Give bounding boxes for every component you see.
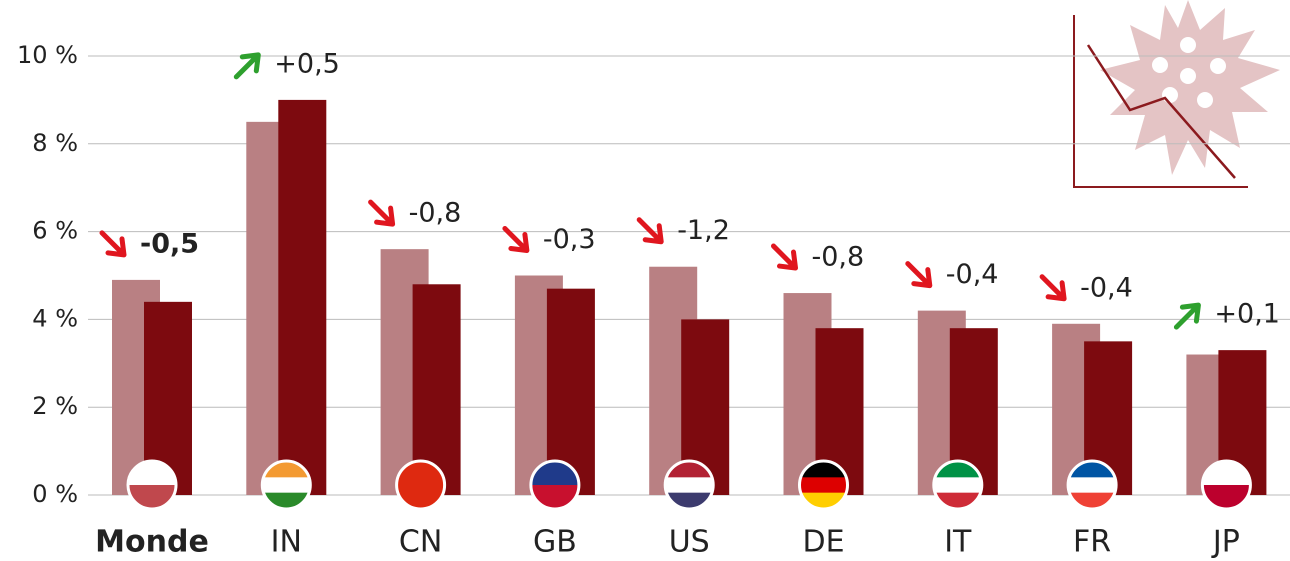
flag-icon xyxy=(800,461,848,509)
change-label: -1,2 xyxy=(677,215,730,246)
flag-icon xyxy=(531,461,579,509)
change-label: +0,5 xyxy=(274,48,340,79)
y-tick-label: 10 % xyxy=(17,41,78,69)
flag-stripe xyxy=(1069,477,1115,493)
x-tick-label: IT xyxy=(944,525,972,560)
flag-stripe xyxy=(935,493,981,509)
change-label: -0,8 xyxy=(812,242,865,273)
x-tick-label: CN xyxy=(399,525,442,560)
flag-icon xyxy=(1068,461,1116,509)
change-label: -0,3 xyxy=(543,224,596,255)
change-label: +0,1 xyxy=(1214,299,1280,330)
y-tick-label: 8 % xyxy=(32,129,78,157)
flag-stripe xyxy=(935,477,981,493)
x-tick-label: GB xyxy=(533,525,577,560)
change-label: -0,4 xyxy=(1080,272,1133,303)
flag-icon xyxy=(934,461,982,509)
flag-icon xyxy=(128,461,176,509)
flag-stripe xyxy=(129,485,175,509)
flag-stripe xyxy=(532,485,578,509)
flag-stripe xyxy=(263,493,309,509)
flag-stripe xyxy=(666,477,712,493)
change-arrow xyxy=(371,202,393,224)
chart: 0 % 2 % 4 % 6 % 8 % 10 % Monde -0,5 IN +0,5 CN -0,8… xyxy=(0,0,1290,561)
change-arrow xyxy=(908,264,930,286)
virus-icon xyxy=(1074,0,1280,187)
flag-icon xyxy=(397,461,445,509)
flag-icon xyxy=(665,461,713,509)
flag-stripe xyxy=(801,477,847,493)
flag-icon xyxy=(1202,461,1250,509)
y-tick-label: 2 % xyxy=(32,392,78,420)
change-arrow xyxy=(236,55,258,77)
flag-stripe xyxy=(801,493,847,509)
flag-stripe xyxy=(666,493,712,509)
change-arrow xyxy=(639,220,661,242)
x-tick-label: DE xyxy=(802,525,844,560)
flag-stripe xyxy=(1069,493,1115,509)
x-tick-label: US xyxy=(669,525,710,560)
change-label: -0,8 xyxy=(409,198,462,229)
flag-stripe xyxy=(1203,485,1249,509)
bar xyxy=(278,100,326,495)
change-arrow xyxy=(1042,277,1064,299)
change-label: -0,4 xyxy=(946,259,999,290)
y-tick-label: 4 % xyxy=(32,304,78,332)
flag-icon xyxy=(262,461,310,509)
x-tick-label: IN xyxy=(271,525,302,560)
x-tick-label: JP xyxy=(1211,525,1240,560)
change-arrow xyxy=(1176,305,1198,327)
change-arrow xyxy=(102,233,124,255)
x-tick-label: Monde xyxy=(95,525,209,560)
flag-stripe xyxy=(263,477,309,493)
change-label: -0,5 xyxy=(140,228,199,259)
change-arrow xyxy=(774,246,796,268)
y-tick-label: 6 % xyxy=(32,217,78,245)
x-tick-label: FR xyxy=(1073,525,1111,560)
y-tick-label: 0 % xyxy=(32,480,78,508)
